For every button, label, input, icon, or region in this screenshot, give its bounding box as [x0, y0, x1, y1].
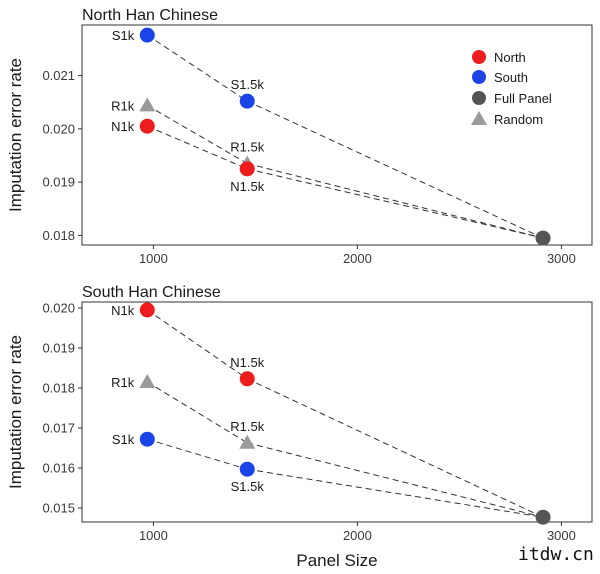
point-label-n1k: N1k	[111, 303, 135, 318]
connector-line	[247, 168, 544, 239]
connector-line	[247, 468, 544, 518]
y-axis-title: Imputation error rate	[6, 335, 25, 489]
connector-line	[247, 378, 544, 518]
point-south-s1k	[139, 27, 155, 43]
point-label-r1k: R1k	[111, 375, 135, 390]
point-north-n1-5k	[239, 371, 255, 387]
y-tick-label: 0.015	[42, 501, 75, 516]
x-tick-label: 3000	[547, 528, 576, 543]
point-label-s1-5k: S1.5k	[231, 77, 265, 92]
point-north-n1k	[139, 302, 155, 318]
connector-lines	[146, 309, 544, 518]
point-south-s1-5k	[239, 93, 255, 109]
x-tick-label: 1000	[139, 251, 168, 266]
panel-north-han: North Han Chinese Imputation error rate …	[6, 7, 593, 266]
legend-marker-south	[472, 70, 486, 84]
point-random-r1k	[139, 97, 156, 112]
point-label-n1-5k: N1.5k	[230, 179, 264, 194]
legend-item-south: South	[472, 70, 528, 85]
connector-line	[247, 442, 544, 518]
point-full-panel	[535, 230, 551, 246]
y-tick-label: 0.018	[42, 381, 75, 396]
y-tick-label: 0.017	[42, 421, 75, 436]
point-label-r1k: R1k	[111, 98, 135, 113]
legend-item-random: Random	[471, 111, 543, 127]
connector-line	[247, 163, 544, 239]
plot-frame	[81, 24, 593, 246]
x-tick-label: 2000	[343, 251, 372, 266]
point-full-panel	[535, 509, 551, 525]
point-random-r1-5k	[239, 434, 256, 449]
legend-label-south: South	[494, 70, 528, 85]
legend-marker-random	[471, 111, 487, 125]
point-label-s1k: S1k	[112, 28, 135, 43]
legend-label-random: Random	[494, 112, 543, 127]
x-axis-title: Panel Size	[296, 551, 377, 570]
point-random-r1k	[139, 374, 156, 388]
point-label-r1-5k: R1.5k	[230, 419, 264, 434]
y-tick-label: 0.021	[42, 68, 75, 83]
x-tick-label: 1000	[139, 528, 168, 543]
point-north-n1k	[139, 118, 155, 134]
point-label-r1-5k: R1.5k	[230, 139, 264, 154]
connector-line	[146, 309, 248, 380]
plot-frame	[81, 301, 593, 523]
connector-line	[147, 438, 248, 470]
point-north-n1-5k	[239, 161, 255, 177]
point-label-s1-5k: S1.5k	[231, 479, 265, 494]
point-labels: N1k R1k S1k N1.5k R1.5k S1.5k	[111, 303, 265, 494]
legend-label-north: North	[494, 50, 526, 65]
y-ticks: 0.018 0.019 0.020 0.021	[42, 68, 82, 243]
watermark-text: itdw.cn	[518, 544, 594, 565]
point-label-s1k: S1k	[112, 432, 135, 447]
connector-line	[247, 100, 544, 239]
legend-marker-north	[472, 50, 486, 64]
x-ticks: 1000 2000 3000	[139, 245, 576, 266]
y-tick-label: 0.016	[42, 461, 75, 476]
point-south-s1k	[139, 431, 155, 447]
y-axis-title: Imputation error rate	[6, 58, 25, 212]
y-ticks: 0.015 0.016 0.017 0.018 0.019 0.020	[42, 301, 82, 516]
panel-title: North Han Chinese	[82, 7, 218, 24]
panel-title: South Han Chinese	[82, 284, 221, 301]
connector-line	[147, 125, 248, 170]
legend-marker-full-panel	[472, 91, 486, 105]
y-tick-label: 0.019	[42, 341, 75, 356]
x-tick-label: 3000	[547, 251, 576, 266]
data-points	[139, 302, 551, 525]
y-tick-label: 0.018	[42, 228, 75, 243]
point-labels: S1k R1k N1k S1.5k R1.5k N1.5k	[111, 28, 265, 194]
legend-label-full-panel: Full Panel	[494, 91, 552, 106]
connector-lines	[147, 34, 544, 239]
point-south-s1-5k	[239, 461, 255, 477]
x-tick-label: 2000	[343, 528, 372, 543]
connector-line	[147, 105, 248, 164]
point-label-n1k: N1k	[111, 119, 135, 134]
legend-item-north: North	[472, 50, 526, 65]
y-tick-label: 0.020	[42, 301, 75, 316]
point-label-n1-5k: N1.5k	[230, 355, 264, 370]
legend-item-full-panel: Full Panel	[472, 91, 552, 106]
legend: North South Full Panel Random	[471, 50, 552, 127]
data-points	[139, 27, 551, 246]
panel-south-han: South Han Chinese Imputation error rate …	[6, 284, 593, 570]
y-tick-label: 0.020	[42, 121, 75, 136]
y-tick-label: 0.019	[42, 175, 75, 190]
x-ticks: 1000 2000 3000	[139, 522, 576, 543]
